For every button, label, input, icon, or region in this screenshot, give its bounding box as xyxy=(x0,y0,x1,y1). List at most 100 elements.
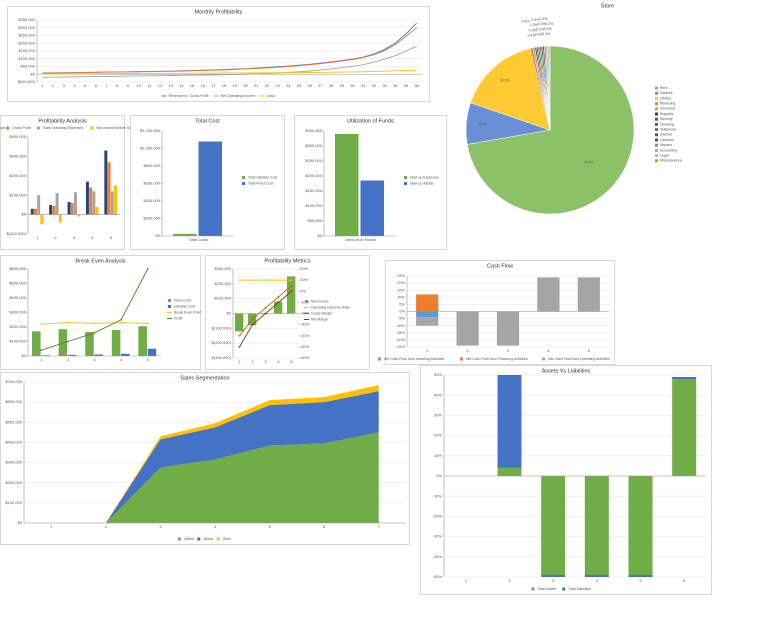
legend-swatch xyxy=(377,357,381,361)
legend-label: Marketing xyxy=(660,102,675,106)
y-tick-label: $300,000 xyxy=(18,25,35,30)
bar xyxy=(416,311,439,318)
y2-tick-label: 10% xyxy=(300,277,308,282)
legend-swatch xyxy=(655,91,658,95)
bar xyxy=(541,574,566,577)
y-tick-label: $(200,000) xyxy=(212,340,232,345)
legend-label: Revenue xyxy=(169,94,183,98)
legend-label: Net Margin xyxy=(311,317,328,321)
bar xyxy=(52,205,56,215)
legend-swatch xyxy=(305,300,308,303)
x-tick-label: 32 xyxy=(372,83,377,88)
legend-label: Net Income xyxy=(311,299,329,303)
point xyxy=(238,279,241,282)
bar xyxy=(58,329,68,356)
legend-label: Legal xyxy=(660,154,669,158)
legend-swatch xyxy=(655,133,658,137)
legend-label: Cleaning xyxy=(660,122,674,126)
x-tick-label: 2 xyxy=(54,235,57,240)
y-tick-label: $150,000 xyxy=(18,48,35,53)
point xyxy=(67,321,69,324)
y-tick-label: $250,000 xyxy=(18,33,35,38)
bar xyxy=(172,233,197,236)
chart-title: Store xyxy=(601,3,614,9)
point xyxy=(264,279,267,282)
bar xyxy=(628,476,653,575)
y-tick-label: $350,000 xyxy=(305,128,322,133)
point xyxy=(40,349,43,352)
legend-label: Start-up Expenses xyxy=(410,175,439,179)
legend-label: Cash xyxy=(267,94,275,98)
y-tick-label: $100,000 xyxy=(9,339,26,344)
y-tick-label: $500,000 xyxy=(9,281,26,286)
chart-title: Utilization of Funds xyxy=(347,118,394,124)
y-tick-label: 0% xyxy=(436,473,442,478)
legend-label: Gross Profit xyxy=(12,126,31,130)
x-tick-label: 10 xyxy=(136,83,141,88)
y-tick-label: $0 xyxy=(31,71,36,76)
chart-title: Sales Segmentation xyxy=(180,375,229,381)
chart-panel xyxy=(0,115,125,250)
legend-label: Start-up Assets xyxy=(410,181,434,185)
y-tick-label: 50% xyxy=(434,372,442,377)
chart-title: Cash Flow xyxy=(487,263,513,269)
y-tick-label: -20% xyxy=(433,513,443,518)
legend-swatch xyxy=(655,143,658,147)
x-tick-label: 4 xyxy=(547,348,550,353)
legend-swatch xyxy=(655,128,658,132)
point xyxy=(238,345,241,348)
data-label: 0.4% xyxy=(527,34,535,38)
y2-tick-label: 0% xyxy=(300,288,306,293)
bar xyxy=(628,574,653,577)
point xyxy=(277,301,280,304)
y-tick-label: -5% xyxy=(398,316,406,321)
x-tick-label: 19 xyxy=(233,83,238,88)
x-tick-label: 5 xyxy=(110,235,113,240)
x-tick-label: 17 xyxy=(211,83,216,88)
data-label: 0.3% xyxy=(530,23,538,27)
data-label: 0.3% xyxy=(538,22,546,26)
legend-label: Gross Profit xyxy=(190,94,209,98)
point xyxy=(93,331,96,334)
bar xyxy=(234,313,244,332)
bar xyxy=(104,150,108,215)
x-tick-label: 23 xyxy=(275,83,280,88)
bar xyxy=(67,354,77,356)
legend-label: Rent xyxy=(660,86,667,90)
point xyxy=(290,284,293,287)
y-tick-label: -15% xyxy=(396,330,406,335)
y-tick-label: $0 xyxy=(156,233,161,238)
point xyxy=(264,312,267,315)
y-tick-label: 30% xyxy=(434,412,442,417)
x-tick-label: 6 xyxy=(95,83,98,88)
bar xyxy=(111,329,121,356)
bar xyxy=(273,301,283,314)
y2-tick-label: -10% xyxy=(300,299,310,304)
x-tick-label: 6 xyxy=(683,578,686,583)
legend-label: Total Assets xyxy=(537,587,556,591)
x-tick-label: 4 xyxy=(73,83,76,88)
legend-label: Repairs xyxy=(660,143,672,147)
point xyxy=(93,322,96,325)
point xyxy=(251,323,254,326)
legend-label: Accounting xyxy=(660,148,677,152)
bar xyxy=(456,311,479,346)
x-tick-label: 4 xyxy=(120,357,123,362)
y-tick-label: $0 xyxy=(22,353,27,358)
bar xyxy=(110,191,114,215)
y-tick-label: 10% xyxy=(434,453,442,458)
x-tick-label: 18 xyxy=(222,83,227,88)
x-tick-label: 1 xyxy=(36,235,39,240)
legend-swatch xyxy=(655,159,658,163)
x-tick-label: 5 xyxy=(639,578,642,583)
y-tick-label: -10% xyxy=(396,323,406,328)
y-tick-label: 0% xyxy=(399,309,405,314)
y-tick-label: $100,000 xyxy=(18,56,35,61)
bar xyxy=(74,192,77,215)
legend-swatch xyxy=(459,357,463,361)
bar xyxy=(77,214,81,217)
legend-label: Total Liabilities xyxy=(568,587,591,591)
point xyxy=(238,334,241,337)
legend-label: Net Cash Flow from Financing Activities xyxy=(466,357,528,361)
bar xyxy=(416,317,439,326)
